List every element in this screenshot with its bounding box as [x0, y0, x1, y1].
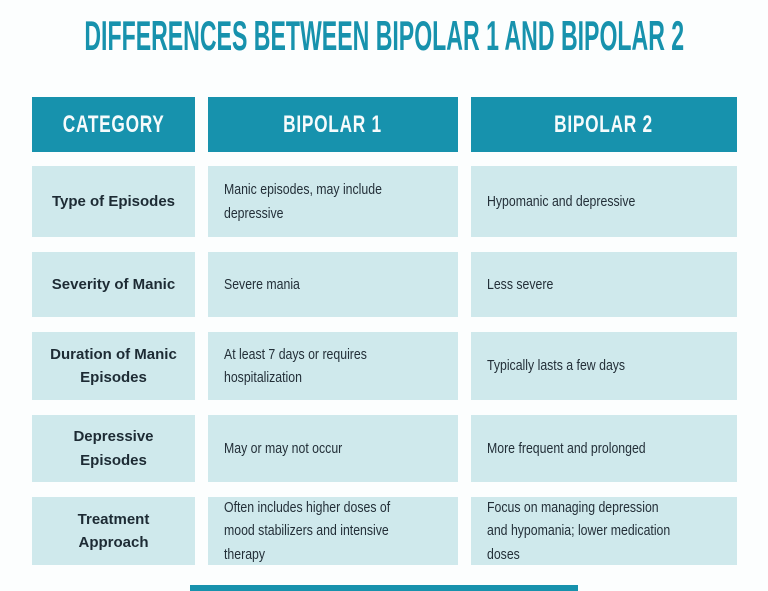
bipolar1-cell: Manic episodes, may include depressive [208, 166, 458, 237]
bipolar1-cell-text: Manic episodes, may include depressive [224, 181, 382, 222]
bipolar1-cell: Often includes higher doses of mood stab… [208, 497, 458, 565]
category-cell: Duration of Manic Episodes [32, 332, 195, 400]
bipolar2-cell: Less severe [471, 252, 737, 317]
category-cell: Depressive Episodes [32, 415, 195, 482]
bipolar1-cell: Severe mania [208, 252, 458, 317]
header-cell-category: CATEGORY [32, 97, 195, 152]
bipolar2-cell-text: Less severe [487, 275, 554, 293]
header-label-bipolar1: BIPOLAR 1 [283, 110, 383, 138]
category-cell: Severity of Manic [32, 252, 195, 317]
bipolar2-cell: Focus on managing depression and hypoman… [471, 497, 737, 565]
category-cell: Treatment Approach [32, 497, 195, 565]
footer-accent-bar [190, 585, 578, 591]
bipolar1-cell-text: At least 7 days or requires hospitalizat… [224, 345, 367, 386]
page-title-container: DIFFERENCES BETWEEN BIPOLAR 1 AND BIPOLA… [0, 12, 768, 59]
comparison-table: CATEGORY BIPOLAR 1 BIPOLAR 2 Type of Epi… [32, 97, 737, 580]
header-cell-bipolar1: BIPOLAR 1 [208, 97, 458, 152]
header-label-category: CATEGORY [62, 110, 165, 138]
table-row: Duration of Manic Episodes At least 7 da… [32, 332, 737, 400]
table-row: Type of Episodes Manic episodes, may inc… [32, 166, 737, 237]
table-row: Treatment Approach Often includes higher… [32, 497, 737, 565]
category-cell: Type of Episodes [32, 166, 195, 237]
bipolar1-cell: At least 7 days or requires hospitalizat… [208, 332, 458, 400]
header-cell-bipolar2: BIPOLAR 2 [471, 97, 737, 152]
bipolar1-cell: May or may not occur [208, 415, 458, 482]
page-title: DIFFERENCES BETWEEN BIPOLAR 1 AND BIPOLA… [84, 12, 684, 59]
bipolar2-cell: More frequent and prolonged [471, 415, 737, 482]
bipolar2-cell: Hypomanic and depressive [471, 166, 737, 237]
table-header-row: CATEGORY BIPOLAR 1 BIPOLAR 2 [32, 97, 737, 152]
header-label-bipolar2: BIPOLAR 2 [554, 110, 654, 138]
bipolar2-cell-text: Hypomanic and depressive [487, 192, 636, 210]
bipolar2-cell-text: Typically lasts a few days [487, 357, 626, 375]
bipolar1-cell-text: Often includes higher doses of mood stab… [224, 499, 391, 563]
table-row: Depressive Episodes May or may not occur… [32, 415, 737, 482]
bipolar2-cell: Typically lasts a few days [471, 332, 737, 400]
bipolar2-cell-text: Focus on managing depression and hypoman… [487, 499, 671, 563]
bipolar2-cell-text: More frequent and prolonged [487, 439, 646, 457]
bipolar1-cell-text: May or may not occur [224, 439, 343, 457]
bipolar1-cell-text: Severe mania [224, 275, 300, 293]
table-row: Severity of Manic Severe mania Less seve… [32, 252, 737, 317]
